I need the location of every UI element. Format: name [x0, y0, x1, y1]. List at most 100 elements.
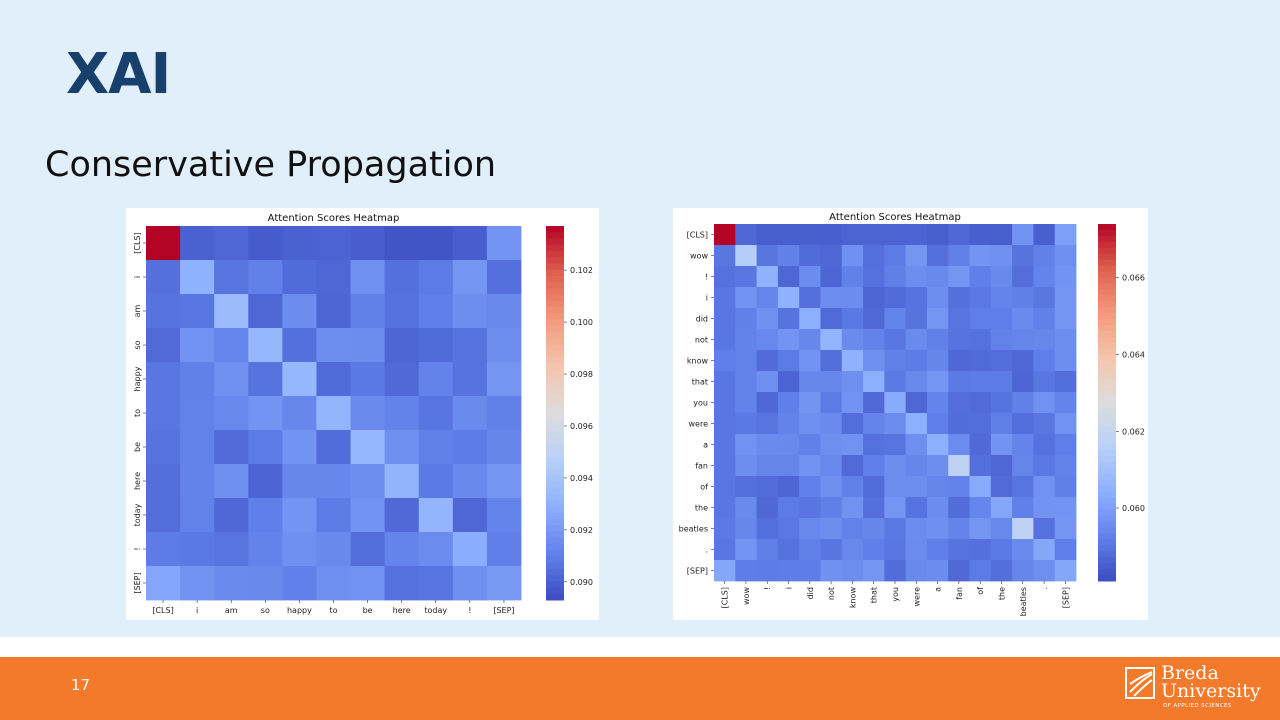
heatmap-cell: [884, 266, 907, 288]
heatmap-cell: [452, 396, 488, 431]
heatmap-cell: [452, 226, 488, 261]
heatmap-cell: [905, 224, 928, 246]
heatmap-cell: [146, 464, 181, 499]
heatmap-cell: [820, 476, 843, 498]
heatmap-cell: [905, 518, 928, 540]
colorbar-band: [1098, 337, 1116, 344]
colorbar-band: [546, 525, 564, 532]
heatmap-cell: [820, 392, 843, 414]
y-tick-label: i: [706, 294, 708, 303]
colorbar-band: [1098, 575, 1116, 582]
colorbar-band: [546, 381, 564, 389]
colorbar-band: [546, 450, 564, 458]
colorbar-tick-label: 0.096: [570, 422, 593, 431]
colorbar-band: [546, 531, 564, 539]
heatmap-cell: [799, 539, 821, 561]
heatmap-cell: [820, 497, 843, 519]
heatmap-cell: [214, 430, 249, 465]
x-tick-label: [SEP]: [493, 606, 514, 615]
heatmap-cell: [948, 266, 970, 288]
heatmap-cell: [214, 328, 249, 363]
university-logo: Breda University OF APPLIED SCIENCES: [1124, 664, 1264, 714]
colorbar-band: [1098, 408, 1116, 415]
heatmap-cell: [350, 362, 386, 397]
heatmap-cell: [905, 497, 928, 519]
heatmap-cell: [820, 329, 843, 351]
colorbar-band: [1098, 313, 1116, 320]
heatmap-cell: [384, 260, 420, 295]
heatmap-cell: [799, 350, 821, 372]
heatmap-cell: [820, 224, 843, 246]
heatmap-cell: [969, 497, 992, 519]
heatmap-cell: [418, 294, 454, 329]
heatmap-cell: [282, 260, 317, 295]
colorbar-band: [546, 369, 564, 377]
heatmap-cell: [926, 392, 949, 414]
heatmap-cell: [486, 294, 522, 329]
heatmap-cell: [799, 287, 821, 309]
heatmap-cell: [735, 434, 757, 456]
heatmap-cell: [350, 498, 386, 533]
heatmap-cell: [841, 308, 864, 330]
heatmap-cell: [863, 560, 885, 582]
y-tick-label: a: [703, 441, 708, 450]
heatmap-cell: [990, 413, 1013, 435]
colorbar-tick-label: 0.094: [570, 474, 593, 483]
heatmap-cell: [735, 245, 757, 267]
heatmap-cell: [248, 566, 283, 601]
heatmap-cell: [863, 539, 885, 561]
y-tick-label: !: [705, 273, 708, 282]
heatmap-cell: [1033, 245, 1056, 267]
heatmap-cell: [180, 294, 215, 329]
heatmap-cell: [756, 224, 779, 246]
heatmap-cell: [777, 476, 800, 498]
colorbar-band: [1098, 521, 1116, 528]
heatmap-cell: [1033, 308, 1056, 330]
heatmap-cell: [214, 362, 249, 397]
heatmap-cell: [905, 476, 928, 498]
colorbar-band: [546, 506, 564, 514]
heatmap-cell: [969, 455, 992, 477]
heatmap-cell: [1012, 245, 1034, 267]
heatmap-cell: [146, 328, 181, 363]
heatmap-cell: [714, 497, 736, 519]
heatmap-cell: [905, 413, 928, 435]
heatmap-cell: [714, 539, 736, 561]
x-tick-label: fan: [955, 587, 964, 600]
colorbar-band: [1098, 509, 1116, 517]
heatmap-cell: [777, 434, 800, 456]
heatmap-cell: [1033, 434, 1056, 456]
heatmap-cell: [926, 287, 949, 309]
colorbar-band: [546, 400, 564, 408]
heatmap-cell: [1012, 497, 1034, 519]
colorbar-band: [1098, 265, 1116, 273]
heatmap-cell: [452, 362, 488, 397]
heatmap-cell: [1054, 371, 1077, 393]
heatmap-cell: [714, 266, 736, 288]
y-tick-label: .: [705, 546, 708, 555]
heatmap-cell: [926, 371, 949, 393]
x-tick-label: happy: [287, 606, 312, 615]
heatmap-cell: [282, 226, 317, 261]
colorbar-band: [546, 325, 564, 333]
heatmap-cell: [884, 371, 907, 393]
heatmap-cell: [820, 434, 843, 456]
heatmap-cell: [926, 539, 949, 561]
heatmap-cell: [926, 434, 949, 456]
heatmap-cell: [1054, 392, 1077, 414]
heatmap-cell: [282, 532, 317, 567]
heatmap-cell: [486, 430, 522, 465]
heatmap-cell: [1033, 497, 1056, 519]
y-tick-label: of: [700, 483, 708, 492]
heatmap-cell: [969, 539, 992, 561]
heatmap-cell: [969, 413, 992, 435]
colorbar-band: [546, 356, 564, 364]
heatmap-cell: [969, 308, 992, 330]
heatmap-cell: [714, 287, 736, 309]
heatmap-cell: [316, 294, 351, 329]
heatmap-cell: [905, 455, 928, 477]
heatmap-cell: [486, 226, 522, 261]
colorbar-band: [546, 587, 564, 595]
x-tick-label: beatles: [1019, 587, 1028, 616]
heatmap-cell: [735, 392, 757, 414]
